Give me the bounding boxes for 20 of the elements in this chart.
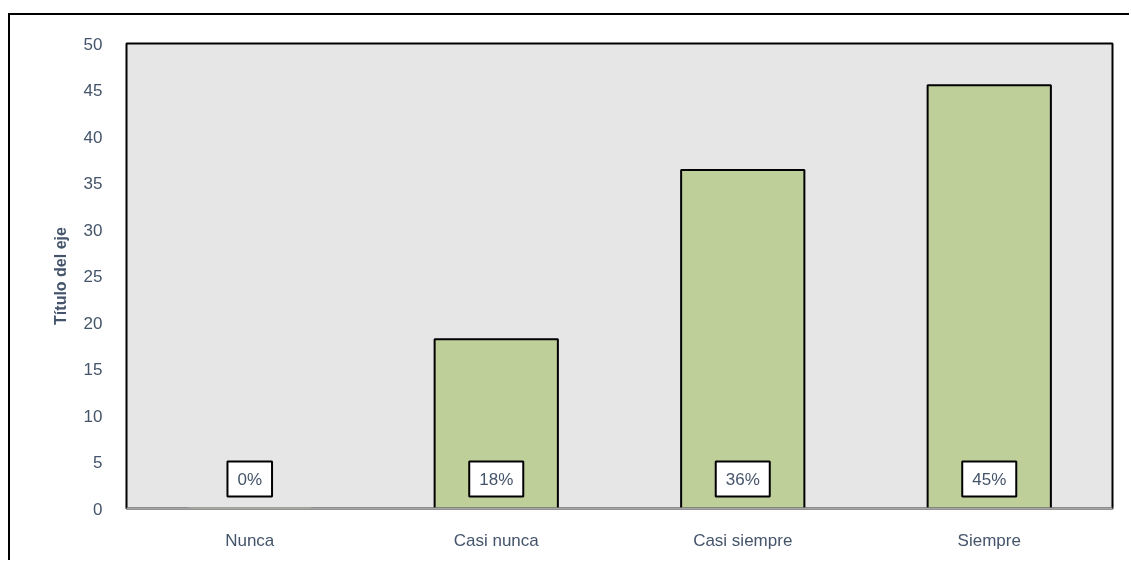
y-tick-label: 15: [83, 360, 103, 379]
y-tick-label: 50: [83, 34, 103, 54]
data-label: 18%: [479, 469, 514, 489]
y-tick-label: 40: [83, 127, 103, 147]
y-tick-label: 10: [83, 406, 103, 426]
x-tick-label: Casi siempre: [693, 530, 793, 550]
data-label: 36%: [725, 469, 760, 489]
x-tick-label: Casi nunca: [453, 530, 540, 550]
y-tick-label: 30: [83, 220, 103, 240]
y-tick-label: 20: [83, 313, 103, 333]
y-tick-label: 5: [93, 453, 103, 472]
y-axis-title: Título del eje: [51, 227, 69, 325]
y-tick-label: 25: [83, 267, 103, 286]
x-tick-label: Nunca: [225, 530, 275, 550]
data-label: 0%: [237, 469, 263, 489]
data-label: 45%: [972, 469, 1007, 489]
y-tick-label: 35: [83, 174, 103, 193]
x-tick-label: Siempre: [957, 530, 1021, 550]
y-tick-label: 0: [93, 499, 103, 519]
y-tick-label: 45: [83, 81, 103, 100]
